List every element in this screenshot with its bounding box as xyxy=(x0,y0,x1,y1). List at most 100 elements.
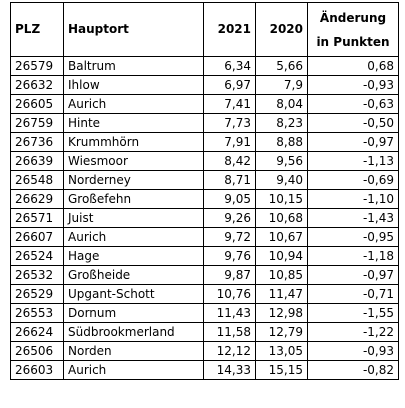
cell-2020: 9,56 xyxy=(255,151,308,171)
cell-plz: 26605 xyxy=(10,94,64,114)
cell-2021: 6,34 xyxy=(203,56,256,76)
cell-2021: 9,87 xyxy=(203,265,256,285)
table-row: 26603 Aurich 14,33 15,15 -0,82 xyxy=(10,360,399,380)
cell-change: -1,13 xyxy=(307,151,399,171)
cell-hauptort: Aurich xyxy=(63,94,204,114)
cell-hauptort: Juist xyxy=(63,208,204,228)
table-row: 26524 Hage 9,76 10,94 -1,18 xyxy=(10,246,399,266)
cell-plz: 26506 xyxy=(10,341,64,361)
cell-hauptort: Hage xyxy=(63,246,204,266)
cell-2020: 12,98 xyxy=(255,303,308,323)
cell-plz: 26548 xyxy=(10,170,64,190)
cell-change: -1,22 xyxy=(307,322,399,342)
cell-change: -0,93 xyxy=(307,341,399,361)
table-row: 26579 Baltrum 6,34 5,66 0,68 xyxy=(10,56,399,76)
cell-plz: 26624 xyxy=(10,322,64,342)
cell-change: 0,68 xyxy=(307,56,399,76)
table-row: 26632 Ihlow 6,97 7,9 -0,93 xyxy=(10,75,399,95)
header-change: Änderung in Punkten xyxy=(307,2,399,57)
table-row: 26506 Norden 12,12 13,05 -0,93 xyxy=(10,341,399,361)
cell-2021: 9,72 xyxy=(203,227,256,247)
cell-2021: 11,43 xyxy=(203,303,256,323)
cell-2020: 10,85 xyxy=(255,265,308,285)
header-change-line2: in Punkten xyxy=(316,34,390,49)
cell-hauptort: Norderney xyxy=(63,170,204,190)
cell-2021: 6,97 xyxy=(203,75,256,95)
cell-2021: 12,12 xyxy=(203,341,256,361)
cell-plz: 26639 xyxy=(10,151,64,171)
cell-change: -1,18 xyxy=(307,246,399,266)
cell-hauptort: Dornum xyxy=(63,303,204,323)
cell-plz: 26603 xyxy=(10,360,64,380)
cell-2021: 9,26 xyxy=(203,208,256,228)
cell-2020: 8,23 xyxy=(255,113,308,133)
cell-2020: 10,68 xyxy=(255,208,308,228)
cell-plz: 26629 xyxy=(10,189,64,209)
cell-hauptort: Großheide xyxy=(63,265,204,285)
cell-2021: 7,41 xyxy=(203,94,256,114)
cell-2020: 11,47 xyxy=(255,284,308,304)
cell-hauptort: Südbrookmerland xyxy=(63,322,204,342)
cell-change: -0,93 xyxy=(307,75,399,95)
cell-change: -0,69 xyxy=(307,170,399,190)
cell-2020: 12,79 xyxy=(255,322,308,342)
cell-2021: 14,33 xyxy=(203,360,256,380)
table-row: 26629 Großefehn 9,05 10,15 -1,10 xyxy=(10,189,399,209)
cell-2021: 8,71 xyxy=(203,170,256,190)
table-row: 26639 Wiesmoor 8,42 9,56 -1,13 xyxy=(10,151,399,171)
table-row: 26605 Aurich 7,41 8,04 -0,63 xyxy=(10,94,399,114)
cell-hauptort: Hinte xyxy=(63,113,204,133)
cell-change: -0,95 xyxy=(307,227,399,247)
cell-2021: 10,76 xyxy=(203,284,256,304)
header-hauptort: Hauptort xyxy=(63,2,204,57)
cell-2020: 10,15 xyxy=(255,189,308,209)
cell-plz: 26532 xyxy=(10,265,64,285)
table-body: 26579 Baltrum 6,34 5,66 0,68 26632 Ihlow 6,97 7,… xyxy=(10,56,399,380)
cell-plz: 26579 xyxy=(10,56,64,76)
cell-hauptort: Krummhörn xyxy=(63,132,204,152)
cell-2020: 15,15 xyxy=(255,360,308,380)
cell-plz: 26524 xyxy=(10,246,64,266)
postal-code-table: PLZ Hauptort 2021 2020 Änderung in Punkt… xyxy=(10,2,399,380)
cell-2020: 5,66 xyxy=(255,56,308,76)
cell-hauptort: Wiesmoor xyxy=(63,151,204,171)
cell-2020: 8,04 xyxy=(255,94,308,114)
cell-2020: 8,88 xyxy=(255,132,308,152)
cell-plz: 26736 xyxy=(10,132,64,152)
table-row: 26607 Aurich 9,72 10,67 -0,95 xyxy=(10,227,399,247)
cell-hauptort: Großefehn xyxy=(63,189,204,209)
cell-hauptort: Ihlow xyxy=(63,75,204,95)
cell-hauptort: Baltrum xyxy=(63,56,204,76)
table-row: 26759 Hinte 7,73 8,23 -0,50 xyxy=(10,113,399,133)
cell-change: -0,82 xyxy=(307,360,399,380)
cell-2021: 9,76 xyxy=(203,246,256,266)
table-header-row: PLZ Hauptort 2021 2020 Änderung in Punkt… xyxy=(10,2,399,57)
header-change-line1: Änderung xyxy=(319,10,387,25)
cell-plz: 26529 xyxy=(10,284,64,304)
cell-change: -0,97 xyxy=(307,265,399,285)
cell-hauptort: Aurich xyxy=(63,227,204,247)
cell-plz: 26571 xyxy=(10,208,64,228)
cell-2021: 7,73 xyxy=(203,113,256,133)
cell-plz: 26759 xyxy=(10,113,64,133)
table-row: 26548 Norderney 8,71 9,40 -0,69 xyxy=(10,170,399,190)
table-row: 26553 Dornum 11,43 12,98 -1,55 xyxy=(10,303,399,323)
cell-change: -0,71 xyxy=(307,284,399,304)
cell-2021: 9,05 xyxy=(203,189,256,209)
header-2020: 2020 xyxy=(255,2,308,57)
table-row: 26571 Juist 9,26 10,68 -1,43 xyxy=(10,208,399,228)
cell-hauptort: Upgant-Schott xyxy=(63,284,204,304)
cell-2021: 11,58 xyxy=(203,322,256,342)
cell-2020: 10,94 xyxy=(255,246,308,266)
cell-2021: 8,42 xyxy=(203,151,256,171)
cell-hauptort: Norden xyxy=(63,341,204,361)
cell-change: -0,63 xyxy=(307,94,399,114)
cell-plz: 26632 xyxy=(10,75,64,95)
cell-2020: 10,67 xyxy=(255,227,308,247)
header-2021: 2021 xyxy=(203,2,256,57)
cell-plz: 26607 xyxy=(10,227,64,247)
cell-change: -0,50 xyxy=(307,113,399,133)
data-table-container: PLZ Hauptort 2021 2020 Änderung in Punkt… xyxy=(10,2,399,380)
cell-change: -1,43 xyxy=(307,208,399,228)
cell-hauptort: Aurich xyxy=(63,360,204,380)
